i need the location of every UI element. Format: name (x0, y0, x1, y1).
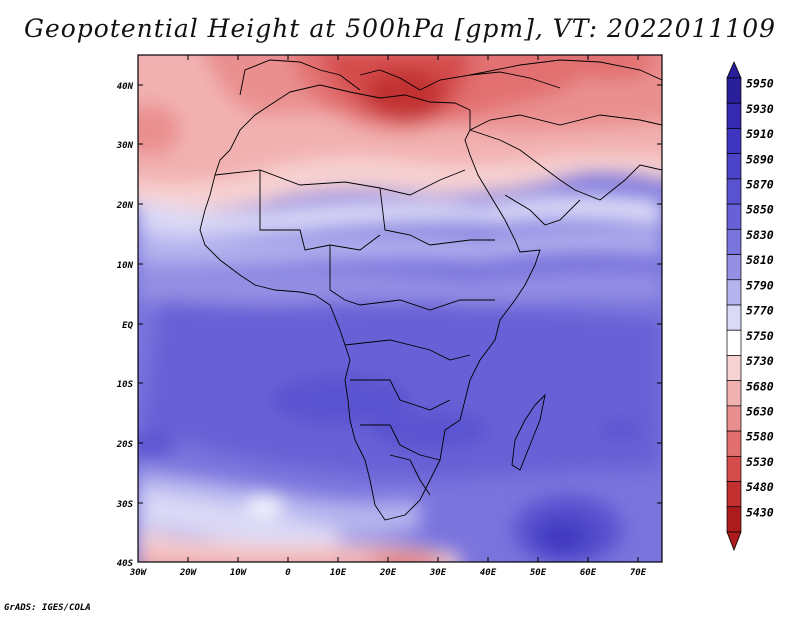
colorbar: 5950 5930 5910 5890 5870 5850 5830 5810 5790 5770… (726, 61, 774, 552)
lon-label: 20W (179, 568, 198, 578)
lon-label: 30E (429, 568, 447, 578)
colorbar-label: 5730 (746, 354, 774, 368)
colorbar-box (726, 506, 742, 533)
colorbar-boxes (726, 77, 742, 533)
lon-label: 50E (530, 568, 547, 578)
lat-label: 30N (116, 141, 134, 151)
colorbar-label: 5890 (746, 152, 774, 166)
colorbar-label: 5480 (746, 480, 774, 494)
lat-label: 40S (117, 559, 134, 569)
colorbar-box (726, 455, 742, 482)
colorbar-box (726, 405, 742, 432)
axis-ticks (138, 55, 662, 562)
lat-label: 10S (117, 380, 134, 390)
colorbar-label: 5910 (746, 127, 774, 141)
lat-label: 10N (117, 261, 134, 271)
lat-label: 30S (116, 500, 134, 510)
colorbar-box (726, 228, 742, 255)
lat-labels: 40N 30N 20N 10N EQ 10S 20S 30S 40S (116, 82, 134, 569)
lat-label: 40N (117, 82, 134, 92)
colorbar-box (726, 203, 742, 230)
colorbar-label: 5950 (746, 77, 774, 91)
colorbar-box (726, 355, 742, 382)
colorbar-box (726, 430, 742, 457)
lon-label: 10E (330, 568, 347, 578)
colorbar-box (726, 329, 742, 356)
colorbar-box (726, 279, 742, 306)
colorbar-box (726, 380, 742, 407)
colorbar-label: 5580 (746, 430, 774, 444)
lon-label: 0 (285, 568, 291, 578)
colorbar-label: 5430 (746, 505, 774, 519)
colorbar-min-triangle (726, 531, 742, 552)
field-shading (138, 55, 662, 562)
colorbar-label: 5750 (746, 329, 774, 343)
lon-label: 70E (630, 568, 647, 578)
lon-label: 30W (129, 568, 148, 578)
colorbar-box (726, 102, 742, 129)
colorbar-labels: 5950 5930 5910 5890 5870 5850 5830 5810 5790 5770… (746, 77, 774, 520)
colorbar-label: 5850 (746, 203, 774, 217)
credit-text: GrADS: IGES/COLA (4, 603, 91, 613)
lon-labels: 30W 20W 10W 0 10E 20E 30E 40E 50E 60E 70… (129, 568, 647, 578)
colorbar-box (726, 128, 742, 155)
lon-label: 20E (379, 568, 397, 578)
coastlines (199, 59, 662, 521)
colorbar-label: 5770 (746, 304, 774, 318)
colorbar-label: 5930 (746, 102, 774, 116)
lon-label: 40E (480, 568, 497, 578)
colorbar-label: 5810 (746, 253, 774, 267)
colorbar-label: 5790 (746, 278, 774, 292)
colorbar-label: 5830 (746, 228, 774, 242)
colorbar-box (726, 254, 742, 281)
lon-label: 60E (580, 568, 597, 578)
lat-label: 20S (116, 440, 134, 450)
lon-label: 10W (230, 568, 248, 578)
colorbar-label: 5630 (746, 405, 774, 419)
lat-label: EQ (122, 321, 133, 331)
colorbar-box (726, 481, 742, 508)
colorbar-label: 5530 (746, 455, 774, 469)
colorbar-box (726, 77, 742, 104)
colorbar-max-triangle (726, 61, 742, 79)
colorbar-box (726, 304, 742, 331)
colorbar-label: 5870 (746, 178, 774, 192)
lat-label: 20N (116, 201, 134, 211)
plot-frame (137, 54, 663, 563)
colorbar-box (726, 178, 742, 205)
map-title: Geopotential Height at 500hPa [gpm], VT:… (23, 14, 777, 43)
colorbar-label: 5680 (746, 379, 774, 393)
colorbar-box (726, 153, 742, 180)
